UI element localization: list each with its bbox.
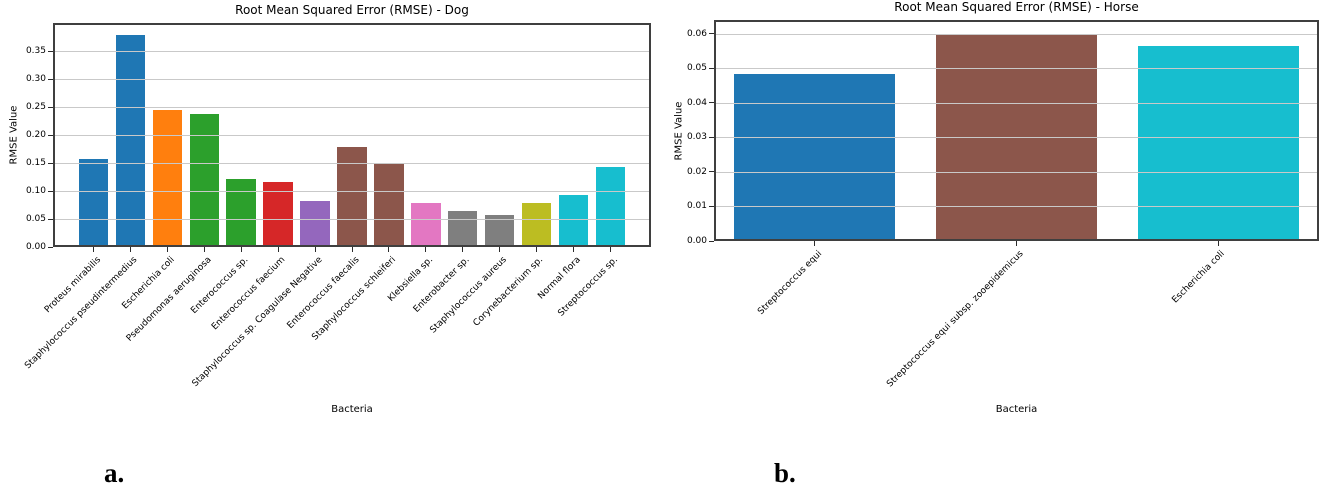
horse-rmse-chart: Root Mean Squared Error (RMSE) - Horse RM… bbox=[665, 0, 1325, 493]
horse-gridline bbox=[714, 206, 1319, 208]
dog-x-tick-mark bbox=[277, 247, 279, 252]
horse-y-tick-mark bbox=[709, 102, 714, 104]
dog-bar-5 bbox=[263, 182, 293, 247]
dog-y-tick-label: 0.35 bbox=[25, 46, 46, 56]
horse-gridline bbox=[714, 102, 1319, 104]
dog-y-tick-mark bbox=[48, 218, 53, 220]
horse-y-tick-label: 0.00 bbox=[686, 236, 707, 246]
dog-gridline bbox=[53, 163, 651, 164]
horse-y-tick-label: 0.01 bbox=[686, 201, 707, 212]
dog-x-tick-mark bbox=[130, 247, 132, 252]
horse-x-tick-label: Streptococcus equi bbox=[755, 249, 824, 317]
dog-x-tick-mark bbox=[93, 247, 95, 252]
dog-gridline bbox=[53, 191, 651, 192]
horse-y-tick-mark bbox=[709, 67, 714, 69]
dog-y-tick-mark bbox=[48, 134, 53, 136]
dog-bar-10 bbox=[447, 210, 478, 247]
dog-x-tick-mark bbox=[609, 247, 611, 252]
dog-x-tick-mark bbox=[166, 247, 168, 252]
horse-gridline bbox=[714, 33, 1319, 35]
dog-bar-4 bbox=[226, 178, 256, 247]
dog-x-tick-mark bbox=[572, 247, 574, 252]
horse-y-tick-label: 0.05 bbox=[686, 63, 707, 74]
dog-y-tick-label: 0.05 bbox=[25, 214, 46, 224]
dog-gridline bbox=[53, 107, 651, 108]
subfigure-label-b: b. bbox=[774, 458, 796, 488]
dog-y-tick-label: 0.15 bbox=[25, 158, 46, 168]
horse-y-tick-label: 0.03 bbox=[686, 132, 707, 143]
dog-bar-14 bbox=[595, 167, 626, 247]
dog-x-tick-mark bbox=[499, 247, 501, 252]
dog-gridline bbox=[53, 219, 651, 220]
horse-gridline bbox=[714, 68, 1319, 70]
horse-y-tick-mark bbox=[709, 33, 714, 35]
dog-x-tick-label: Enterococcus faecium bbox=[210, 255, 288, 333]
dog-y-tick-mark bbox=[48, 106, 53, 108]
dog-y-tick-mark bbox=[48, 246, 53, 248]
dog-x-tick-mark bbox=[388, 247, 390, 252]
dog-x-tick-mark bbox=[536, 247, 538, 252]
dog-bar-7 bbox=[337, 146, 367, 247]
dog-y-tick-label: 0.30 bbox=[25, 74, 46, 84]
dog-y-tick-mark bbox=[48, 162, 53, 164]
dog-y-tick-label: 0.00 bbox=[25, 242, 46, 252]
horse-y-tick-label: 0.02 bbox=[686, 166, 707, 177]
horse-y-tick-mark bbox=[709, 171, 714, 173]
dog-gridline bbox=[53, 79, 651, 80]
dog-bar-13 bbox=[558, 195, 589, 247]
horse-bar-2 bbox=[1137, 45, 1299, 241]
dog-gridline bbox=[53, 51, 651, 52]
dog-y-tick-mark bbox=[48, 50, 53, 52]
subfigure-label-a: a. bbox=[104, 458, 125, 488]
dog-bar-12 bbox=[521, 203, 552, 247]
horse-gridline bbox=[714, 171, 1319, 173]
dog-y-tick-label: 0.20 bbox=[25, 130, 46, 140]
dog-bar-8 bbox=[374, 163, 404, 247]
horse-x-tick-mark bbox=[1217, 241, 1219, 246]
dog-bar-9 bbox=[411, 202, 441, 247]
horse-x-tick-label: Streptococcus equi subsp. zooepidemicus bbox=[885, 249, 1026, 390]
dog-x-tick-label: Enterococcus faecalis bbox=[285, 255, 362, 331]
dog-x-tick-mark bbox=[314, 247, 316, 252]
horse-x-tick-mark bbox=[814, 241, 816, 246]
horse-y-tick-label: 0.06 bbox=[686, 28, 707, 39]
horse-bar-0 bbox=[734, 73, 896, 241]
horse-x-tick-label: Escherichia coli bbox=[1170, 249, 1228, 306]
dog-plot-area bbox=[53, 23, 651, 247]
dog-x-tick-label: Staphylococcus sp. Coagulase Negative bbox=[190, 255, 325, 389]
horse-plot-area bbox=[714, 20, 1319, 241]
dog-x-tick-mark bbox=[351, 247, 353, 252]
dog-rmse-chart: Root Mean Squared Error (RMSE) - Dog RMSE… bbox=[0, 0, 660, 493]
dog-chart-title: Root Mean Squared Error (RMSE) - Dog bbox=[235, 3, 469, 17]
dog-x-tick-label: Corynebacterium sp. bbox=[472, 255, 546, 329]
dog-x-tick-mark bbox=[240, 247, 242, 252]
dog-y-tick-label: 0.25 bbox=[25, 102, 46, 112]
horse-gridline bbox=[714, 137, 1319, 139]
dog-x-axis-label: Bacteria bbox=[331, 404, 373, 415]
dog-bar-6 bbox=[300, 201, 330, 247]
horse-y-tick-label: 0.04 bbox=[686, 97, 707, 108]
dog-bar-1 bbox=[115, 35, 146, 247]
horse-y-tick-mark bbox=[709, 240, 714, 242]
dog-bar-3 bbox=[189, 113, 220, 247]
dog-y-tick-mark bbox=[48, 190, 53, 192]
dog-y-tick-mark bbox=[48, 78, 53, 80]
horse-x-tick-mark bbox=[1016, 241, 1017, 246]
dog-x-tick-mark bbox=[203, 247, 205, 252]
dog-bar-2 bbox=[152, 109, 183, 247]
dog-x-tick-mark bbox=[462, 247, 464, 252]
horse-y-tick-mark bbox=[709, 136, 714, 138]
dog-x-tick-mark bbox=[425, 247, 427, 252]
dog-y-tick-label: 0.10 bbox=[25, 186, 46, 196]
dog-gridline bbox=[53, 135, 651, 136]
horse-y-tick-mark bbox=[709, 205, 714, 207]
horse-x-axis-label: Bacteria bbox=[995, 404, 1038, 415]
dog-bar-0 bbox=[78, 158, 109, 247]
horse-chart-title: Root Mean Squared Error (RMSE) - Horse bbox=[894, 0, 1139, 14]
